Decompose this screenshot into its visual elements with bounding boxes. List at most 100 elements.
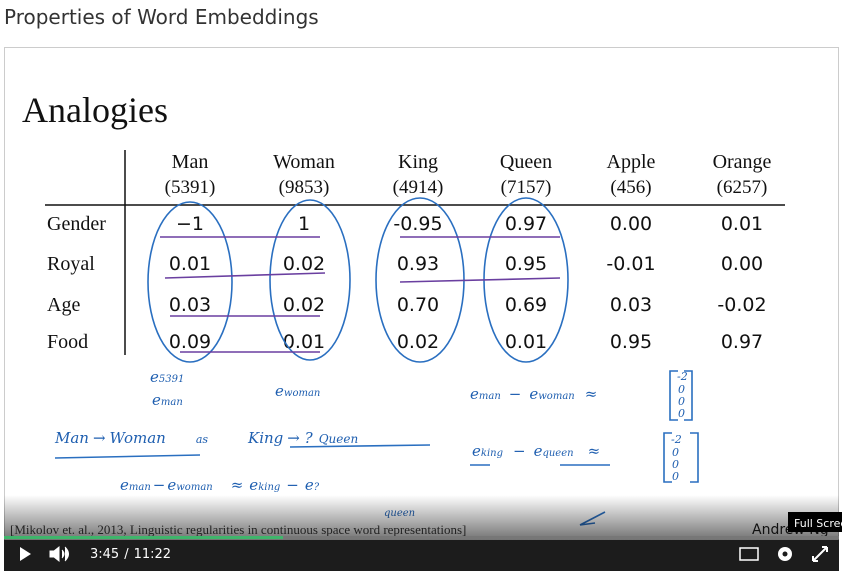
slide-title: Analogies [22, 90, 168, 130]
handwritten-text: 0 [672, 446, 679, 459]
cell-value: 0.00 [610, 213, 652, 235]
cell-value: 0.03 [610, 294, 652, 316]
volume-button[interactable] [49, 545, 69, 563]
handwritten-text: queen [542, 448, 573, 459]
column-index: (9853) [279, 177, 330, 198]
progress-track[interactable] [4, 536, 839, 539]
handwritten-text: -2 [677, 370, 688, 383]
handwritten-text: 3:45 [90, 547, 119, 562]
handwritten-text: ≈ [231, 476, 244, 494]
handwritten-text: as [196, 433, 209, 446]
player-shade [4, 495, 839, 540]
handwritten-text: ≈ [588, 442, 601, 460]
progress-played [4, 536, 283, 539]
tooltip [788, 512, 842, 532]
row-label: Food [47, 331, 88, 353]
handwritten-text: e [472, 442, 481, 460]
table: Man (5391) Woman (9853) King (4914) Queen (7157… [47, 151, 772, 353]
cell-value: 0.69 [505, 294, 547, 316]
cell-value: −1 [176, 213, 204, 235]
handwritten-text: -2 [671, 433, 682, 446]
handwritten-text: → ? [287, 429, 313, 447]
column-word: Woman [273, 151, 335, 173]
svg-text:ewoman: ewoman [275, 382, 320, 400]
handwritten-text: king [481, 448, 503, 459]
handwritten-text: e [150, 368, 159, 386]
handwritten-text: 5391 [159, 374, 184, 385]
column-word: Apple [607, 151, 656, 173]
cell-value: 0.09 [169, 331, 211, 353]
handwritten-text: e [152, 391, 161, 409]
handwritten-text: man [479, 391, 501, 402]
control-bar [4, 540, 839, 571]
row-label: Royal [47, 253, 95, 275]
cell-value: 0.97 [721, 331, 763, 353]
handwritten-text: woman [176, 482, 212, 493]
handwritten-text: e [275, 382, 284, 400]
cell-value: 0.01 [169, 253, 211, 275]
handwritten-text: king [258, 482, 280, 493]
handwritten-text: King [247, 429, 283, 447]
handwritten-text: man [161, 397, 183, 408]
column-index: (4914) [393, 177, 444, 198]
cell-value: -0.95 [393, 213, 442, 235]
handwritten-text: man [129, 482, 151, 493]
column-index: (5391) [165, 177, 216, 198]
column-word: Orange [713, 151, 772, 173]
cell-value: 0.95 [610, 331, 652, 353]
handwritten-text: → [93, 429, 106, 447]
handwritten-text: 0 [678, 395, 685, 408]
cell-value: 0.97 [505, 213, 547, 235]
cell-value: 0.95 [505, 253, 547, 275]
captions-button[interactable] [739, 547, 759, 561]
handwritten-text: 11:22 [134, 547, 171, 562]
handwritten-text: 0 [678, 407, 685, 420]
column-word: King [398, 151, 438, 173]
column-index: (7157) [501, 177, 552, 198]
cell-value: 0.01 [505, 331, 547, 353]
column-word: Queen [500, 151, 552, 173]
handwritten-text: ? [314, 482, 320, 493]
handwritten-text: 0 [678, 383, 685, 396]
cell-value: 0.93 [397, 253, 439, 275]
cell-value: 0.02 [283, 253, 325, 275]
svg-text:e5391: e5391 [150, 368, 184, 386]
svg-text:eking−equeen≈: eking − equeen ≈ [472, 442, 600, 460]
cell-value: 0.00 [721, 253, 763, 275]
settings-button-hole [782, 551, 788, 557]
fullscreen-button[interactable] [812, 546, 828, 562]
cell-value: 0.01 [721, 213, 763, 235]
handwritten-text: − [513, 442, 526, 460]
page-title: Properties of Word Embeddings [4, 5, 319, 29]
handwritten-text: e [305, 476, 314, 494]
handwritten-text: e [470, 385, 479, 403]
handwritten-text: − [286, 476, 299, 494]
handwritten-text: − [509, 385, 522, 403]
handwritten-text: 0 [672, 458, 679, 471]
cell-value: 0.02 [397, 331, 439, 353]
column-word: Man [172, 151, 209, 173]
tooltip-text: Full Screen [794, 517, 842, 530]
column-index: (456) [610, 177, 651, 198]
svg-text:eman−ewoman≈eking−e?: eman − ewoman ≈ eking − e? [120, 476, 320, 494]
handwritten-text: Man [54, 429, 89, 447]
handwritten-text: e [529, 385, 538, 403]
cell-value: 0.03 [169, 294, 211, 316]
time: 3:45 / 11:22 [90, 547, 171, 562]
handwriting [54, 197, 699, 526]
handwritten-text: e [167, 476, 176, 494]
handwritten-text: e [249, 476, 258, 494]
handwritten-text: woman [538, 391, 574, 402]
row-label: Gender [47, 213, 106, 235]
play-button[interactable] [20, 547, 31, 561]
cell-value: 0.02 [283, 294, 325, 316]
handwritten-text: Woman [110, 429, 166, 447]
column-index: (6257) [717, 177, 768, 198]
handwritten-text: Queen [319, 432, 359, 446]
citation: [Mikolov et. al., 2013, Linguistic regul… [10, 522, 466, 537]
cell-value: 0.70 [397, 294, 439, 316]
